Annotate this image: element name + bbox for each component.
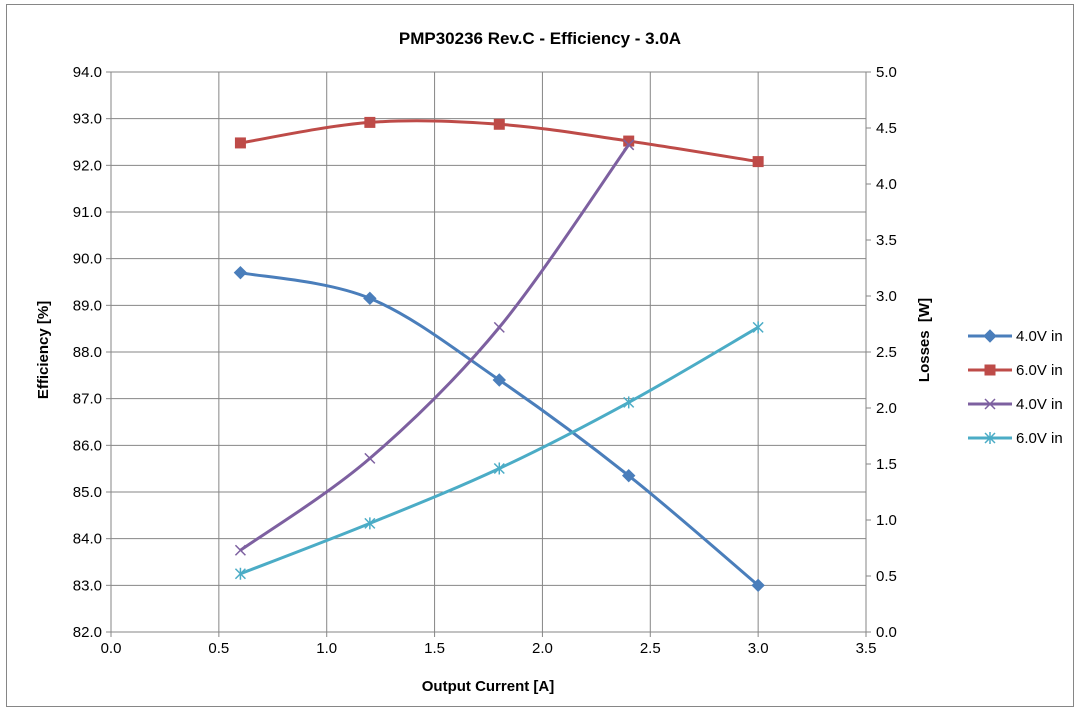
x-tick-label: 3.5 (856, 640, 877, 657)
y-tick-label: 89.0 (73, 297, 102, 314)
y-tick-label: 91.0 (73, 204, 102, 221)
data-point (364, 452, 376, 464)
series-4 (234, 321, 764, 580)
y-tick-label: 88.0 (73, 344, 102, 361)
y2-tick-label: 1.0 (876, 512, 897, 529)
data-point (493, 462, 505, 475)
series-3 (234, 139, 635, 556)
legend-item: 4.0V in (968, 328, 1063, 345)
x-tick-label: 0.0 (101, 640, 122, 657)
legend: 4.0V in 6.0V in 4.0V in 6.0V in (968, 328, 1063, 447)
y-tick-label: 85.0 (73, 484, 102, 501)
data-point (623, 139, 635, 151)
legend-marker (984, 398, 996, 410)
series-line (239, 326, 759, 576)
legend-marker (984, 364, 996, 376)
y2-tick-label: 3.0 (876, 288, 897, 305)
y2-tick-label: 5.0 (876, 64, 897, 81)
series-2 (234, 116, 764, 168)
y-tick-label: 92.0 (73, 157, 102, 174)
data-point (234, 544, 246, 556)
data-point (363, 291, 377, 306)
data-point (751, 578, 765, 593)
y-axis-right: 0.0 0.5 1.0 1.5 2.0 2.5 3.0 3.5 4.0 4.5 5.0 (866, 64, 897, 641)
data-point (623, 396, 635, 409)
x-axis: 0.0 0.5 1.0 1.5 2.0 2.5 3.0 3.5 (101, 632, 877, 657)
legend-item: 6.0V in (968, 430, 1063, 447)
grid (110, 71, 867, 633)
legend-label: 4.0V in (1016, 396, 1063, 413)
legend-label: 4.0V in (1016, 328, 1063, 345)
data-point (752, 156, 764, 168)
chart-frame (6, 4, 1074, 707)
y-tick-label: 83.0 (73, 577, 102, 594)
y2-tick-label: 2.5 (876, 344, 897, 361)
y2-tick-label: 0.0 (876, 624, 897, 641)
series-1 (233, 265, 765, 593)
series-layer (233, 116, 765, 593)
data-point (364, 517, 376, 530)
x-tick-label: 1.5 (424, 640, 445, 657)
y2-tick-label: 4.0 (876, 176, 897, 193)
y-axis-left: 82.0 83.0 84.0 85.0 86.0 87.0 88.0 89.0 90.0 91.0… (73, 64, 111, 641)
data-point (493, 118, 505, 130)
data-point (364, 116, 376, 128)
y2-tick-label: 2.0 (876, 400, 897, 417)
y-tick-label: 84.0 (73, 531, 102, 548)
data-point (234, 567, 246, 580)
y2-tick-label: 3.5 (876, 232, 897, 249)
y-tick-label: 94.0 (73, 64, 102, 81)
y-axis-title: Efficiency [%] (35, 301, 52, 399)
legend-marker (983, 329, 997, 343)
y2-tick-label: 4.5 (876, 120, 897, 137)
x-tick-label: 2.0 (532, 640, 553, 657)
y2-axis-title: Losses [W] (916, 298, 933, 382)
data-point (234, 137, 246, 149)
y-tick-label: 82.0 (73, 624, 102, 641)
legend-label: 6.0V in (1016, 430, 1063, 447)
x-tick-label: 1.0 (316, 640, 337, 657)
y2-tick-label: 1.5 (876, 456, 897, 473)
x-tick-label: 0.5 (208, 640, 229, 657)
legend-label: 6.0V in (1016, 362, 1063, 379)
legend-item: 4.0V in (968, 396, 1063, 413)
data-point (622, 468, 636, 483)
y-tick-label: 93.0 (73, 111, 102, 128)
y-tick-label: 86.0 (73, 437, 102, 454)
data-point (493, 321, 505, 333)
y-tick-label: 87.0 (73, 391, 102, 408)
y-tick-label: 90.0 (73, 251, 102, 268)
y2-tick-label: 0.5 (876, 568, 897, 585)
chart-title: PMP30236 Rev.C - Efficiency - 3.0A (399, 29, 681, 48)
legend-marker (984, 432, 996, 444)
series-line (239, 143, 630, 552)
x-axis-title: Output Current [A] (422, 678, 554, 695)
data-point (752, 321, 764, 334)
x-tick-label: 2.5 (640, 640, 661, 657)
data-point (233, 265, 248, 280)
data-point (492, 373, 506, 387)
legend-item: 6.0V in (968, 362, 1063, 379)
x-tick-label: 3.0 (748, 640, 769, 657)
